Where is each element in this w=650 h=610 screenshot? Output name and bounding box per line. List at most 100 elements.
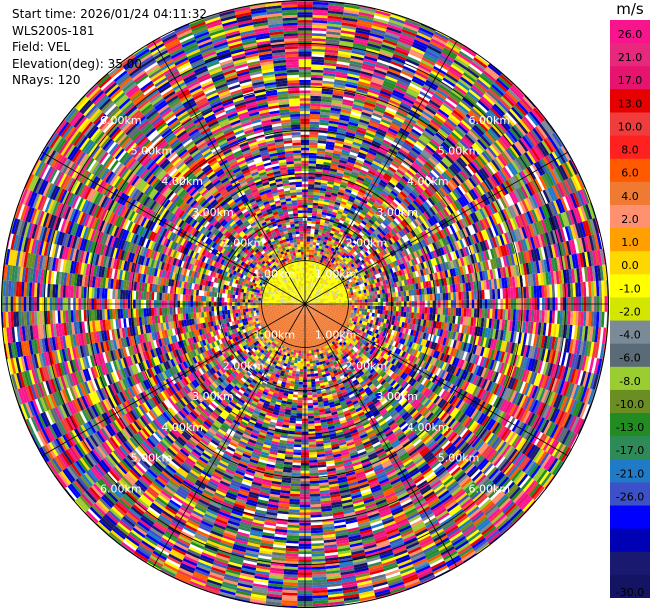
range-gate [369, 309, 373, 313]
range-gate [484, 289, 488, 300]
range-gate [351, 297, 355, 301]
range-gate [311, 46, 326, 50]
range-gate [324, 52, 338, 56]
range-gate [307, 205, 313, 208]
range-gate [308, 171, 316, 175]
range-gate [362, 305, 365, 309]
range-gate [320, 103, 332, 108]
range-gate [319, 187, 327, 192]
range-gate [419, 307, 423, 314]
range-gate [339, 40, 354, 46]
range-gate [414, 295, 418, 302]
range-gate [343, 9, 360, 15]
range-gate [309, 147, 318, 151]
range-gate [316, 213, 322, 217]
range-gate [305, 298, 307, 302]
range-gate [354, 297, 357, 301]
range-gate [366, 312, 370, 316]
range-gate [309, 126, 319, 130]
range-gate [307, 207, 313, 211]
range-gate [316, 150, 326, 155]
range-gate [342, 14, 359, 20]
range-gate [473, 308, 477, 318]
range-gate [317, 203, 324, 207]
range-gate [305, 267, 308, 271]
range-gate [348, 295, 352, 299]
range-gate [445, 307, 449, 316]
range-gate [308, 158, 317, 162]
range-gate [305, 283, 307, 286]
range-gate [393, 296, 397, 302]
range-gate [392, 310, 396, 316]
range-gate [305, 290, 307, 294]
range-gate [406, 295, 410, 302]
range-gate [312, 17, 328, 21]
range-gate [308, 186, 315, 190]
range-gate [307, 194, 314, 198]
range-gate [314, 181, 321, 186]
range-gate [364, 308, 368, 313]
range-gate [377, 309, 381, 314]
range-gate [311, 56, 325, 60]
range-gate [341, 300, 345, 304]
range-gate [307, 189, 314, 193]
range-gate [320, 106, 331, 111]
range-gate [311, 66, 324, 71]
range-gate [484, 308, 488, 319]
range-gate [319, 119, 330, 124]
range-gate [310, 95, 322, 99]
range-gate [317, 137, 327, 142]
range-gate [317, 208, 323, 212]
range-gate [354, 305, 358, 309]
range-gate [403, 296, 407, 302]
range-gate [314, 247, 319, 251]
range-gate [382, 293, 386, 298]
range-gate [354, 299, 358, 303]
range-gate [367, 308, 370, 313]
range-gate [307, 272, 310, 276]
range-gate [324, 59, 337, 64]
range-gate [309, 139, 318, 143]
range-gate [463, 291, 467, 300]
range-gate [308, 178, 315, 182]
range-gate [318, 132, 328, 137]
range-gate [312, 7, 329, 11]
range-gate [372, 305, 376, 310]
range-gate [367, 298, 371, 303]
range-gate [306, 288, 308, 292]
range-gate [363, 311, 367, 316]
range-gate [398, 311, 402, 317]
range-gate [411, 306, 415, 313]
range-gate [317, 205, 324, 210]
range-gate [312, 30, 327, 34]
range-gate [311, 220, 316, 224]
range-gate [395, 311, 399, 317]
range-gate [320, 182, 328, 187]
range-gate [315, 221, 321, 225]
range-gate [310, 93, 322, 97]
range-gate [382, 306, 386, 311]
range-gate [388, 306, 391, 311]
range-gate [356, 308, 360, 312]
range-gate [311, 53, 325, 58]
range-gate [364, 295, 368, 300]
range-gate [333, 301, 337, 304]
range-gate [331, 102, 343, 107]
range-gate [311, 64, 324, 68]
range-gate [395, 291, 399, 297]
range-gate [323, 164, 331, 169]
range-gate [393, 306, 397, 312]
range-gate [308, 275, 311, 279]
range-gate [358, 311, 362, 315]
range-gate [306, 291, 309, 294]
range-gate [312, 12, 328, 16]
range-gate [330, 110, 341, 115]
range-gate [316, 153, 325, 157]
range-gate [308, 160, 317, 164]
range-gate [481, 308, 485, 319]
range-gate [338, 45, 353, 51]
range-gate [335, 66, 349, 71]
range-gate [447, 292, 451, 301]
range-gate [312, 9, 329, 14]
range-gate [309, 116, 320, 120]
